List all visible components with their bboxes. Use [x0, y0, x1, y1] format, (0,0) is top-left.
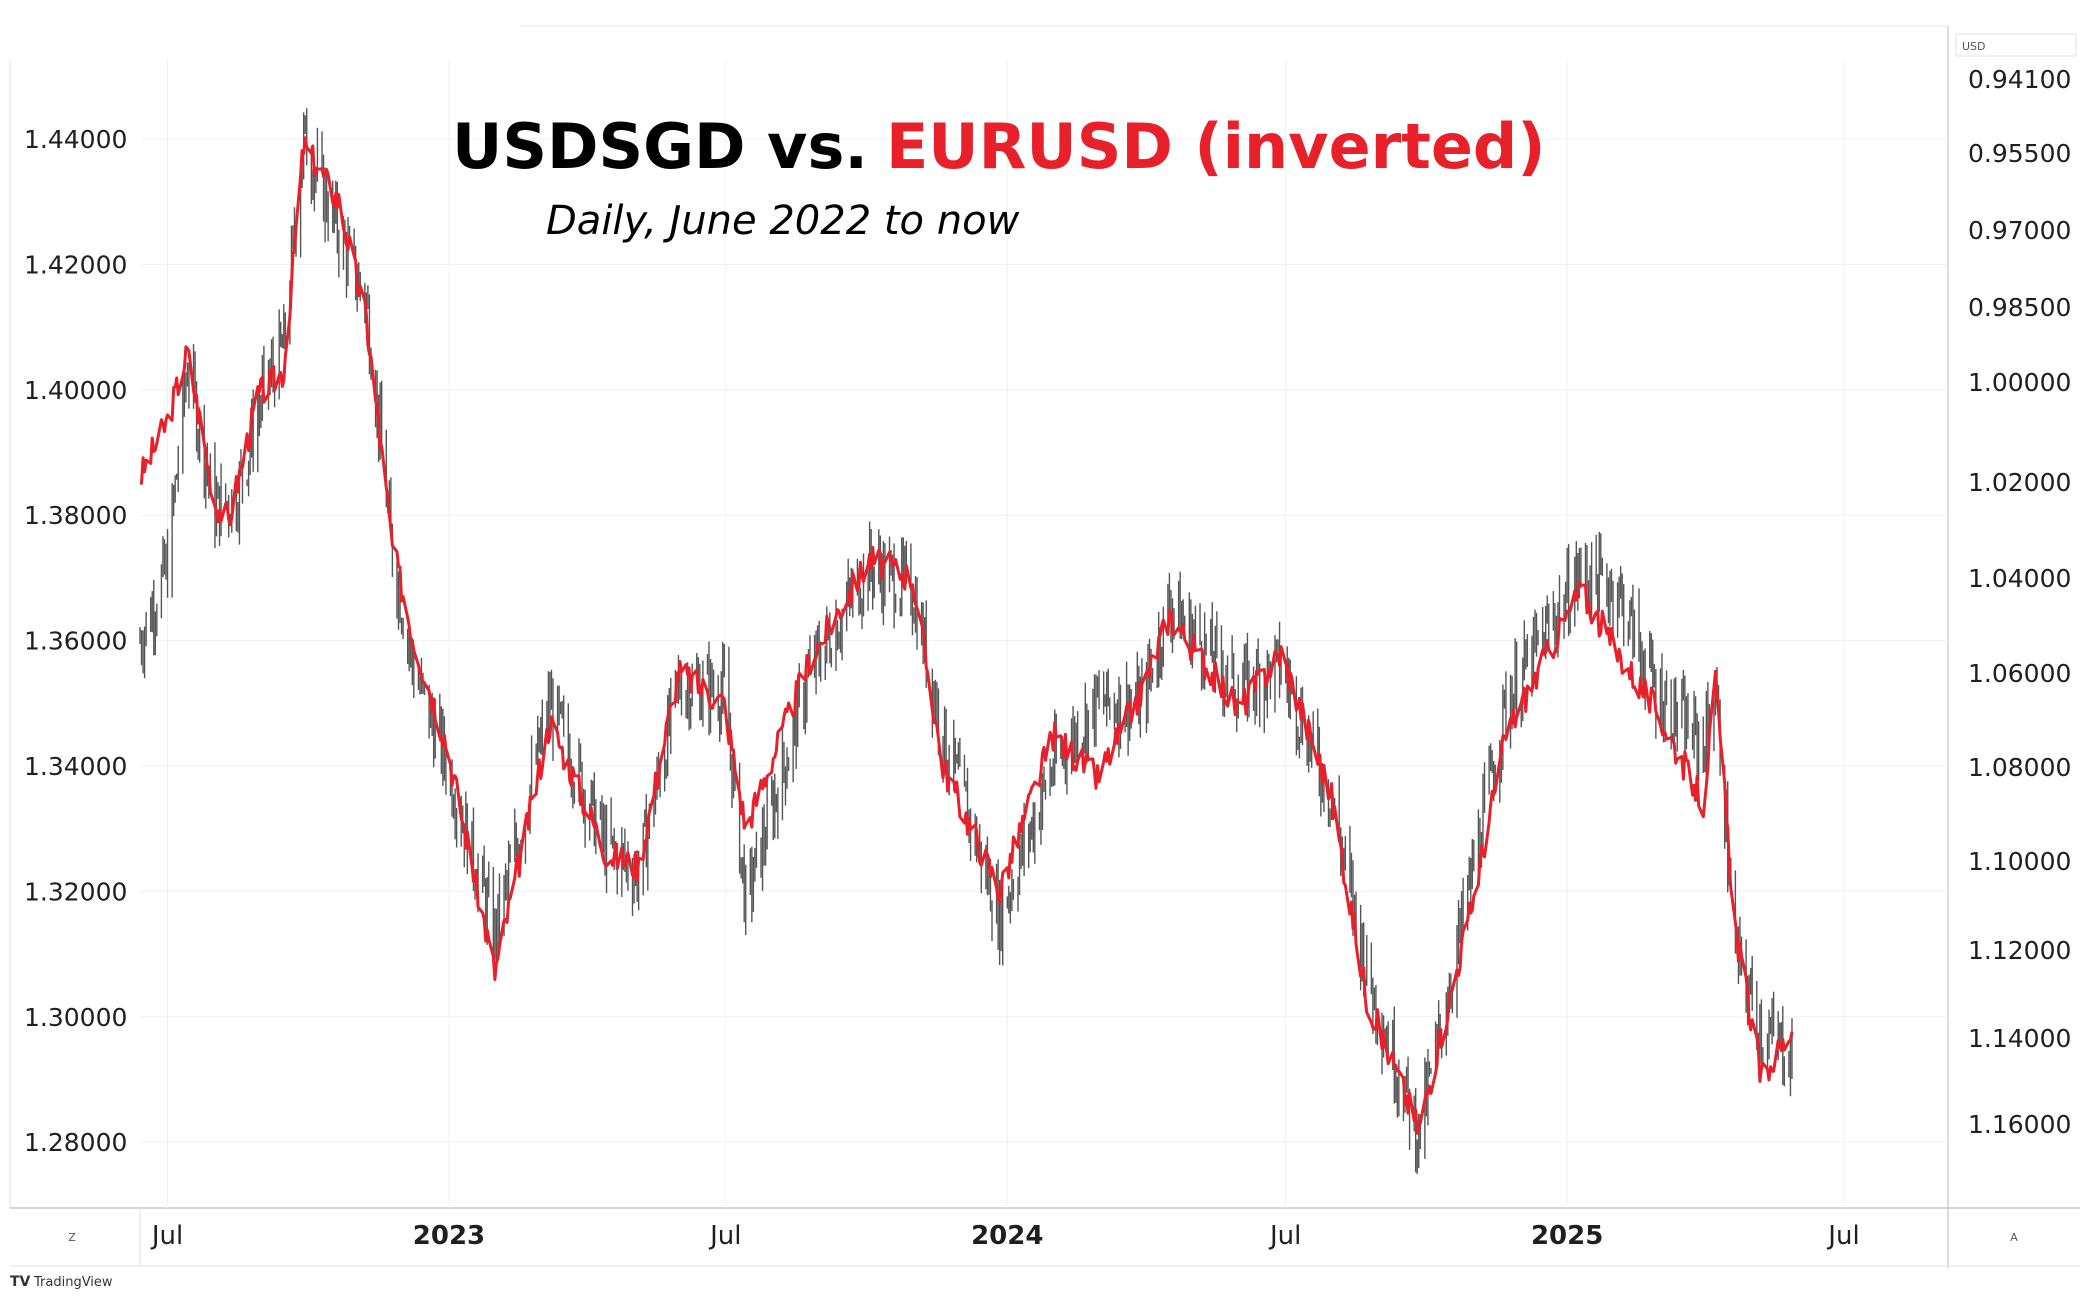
right-tick-label: 1.10000	[1968, 847, 2071, 876]
left-tick-label: 1.32000	[24, 877, 127, 906]
right-tick-label: 1.16000	[1968, 1110, 2071, 1139]
scale-left-toggle[interactable]: Z	[68, 1231, 76, 1244]
x-tick-label: Jul	[1268, 1221, 1301, 1251]
chart-title-part-2: EURUSD (inverted)	[886, 110, 1546, 183]
tradingview-logo-icon: TV	[10, 1274, 31, 1290]
right-tick-label: 0.97000	[1968, 216, 2071, 245]
left-tick-label: 1.36000	[24, 627, 127, 656]
x-tick-label: 2024	[971, 1221, 1043, 1251]
right-tick-label: 0.95500	[1968, 139, 2071, 168]
left-tick-label: 1.42000	[24, 250, 127, 279]
right-tick-label: 0.98500	[1968, 293, 2071, 322]
chart-title-part-1: USDSGD vs.	[452, 110, 868, 183]
right-axis: 0.94100 0.95500 0.97000 0.98500 1.00000 1.020…	[1968, 65, 2071, 1139]
x-tick-label: 2025	[1531, 1221, 1603, 1251]
left-tick-label: 1.40000	[24, 376, 127, 405]
right-axis-unit-box[interactable]	[1955, 33, 2077, 57]
left-axis: 1.44000 1.42000 1.40000 1.38000 1.36000 1.340…	[24, 125, 127, 1157]
right-tick-label: 1.08000	[1968, 753, 2071, 782]
tradingview-logo: TV	[10, 1274, 31, 1290]
left-tick-label: 1.44000	[24, 125, 127, 154]
right-axis-unit-label: USD	[1962, 40, 1986, 53]
right-tick-label: 1.04000	[1968, 564, 2071, 593]
series-usdsgd	[139, 108, 1793, 1174]
right-tick-label: 1.02000	[1968, 468, 2071, 497]
right-tick-label: 1.12000	[1968, 936, 2071, 965]
right-tick-label: 1.14000	[1968, 1024, 2071, 1053]
x-axis: Jul 2023 Jul 2024 Jul 2025 Jul	[150, 1221, 1860, 1251]
chart-frame	[9, 25, 2080, 1268]
left-tick-label: 1.30000	[24, 1003, 127, 1032]
left-tick-label: 1.34000	[24, 752, 127, 781]
scale-auto-toggle[interactable]: A	[2010, 1231, 2018, 1244]
x-tick-label: Jul	[708, 1221, 741, 1251]
right-tick-label: 0.94100	[1968, 65, 2071, 94]
chart-title: USDSGD vs. EURUSD (inverted)	[452, 110, 1546, 183]
brand-label: TradingView	[33, 1275, 113, 1290]
left-tick-label: 1.28000	[24, 1128, 127, 1157]
right-tick-label: 1.00000	[1968, 368, 2071, 397]
chart-subtitle: Daily, June 2022 to now	[546, 198, 1020, 244]
x-tick-label: 2023	[413, 1221, 485, 1251]
right-tick-label: 1.06000	[1968, 659, 2071, 688]
series-layer	[139, 108, 1794, 1174]
left-tick-label: 1.38000	[24, 501, 127, 530]
x-tick-label: Jul	[1826, 1221, 1859, 1251]
x-tick-label: Jul	[150, 1221, 183, 1251]
series-eurusd-inverted-line	[139, 136, 1794, 1135]
